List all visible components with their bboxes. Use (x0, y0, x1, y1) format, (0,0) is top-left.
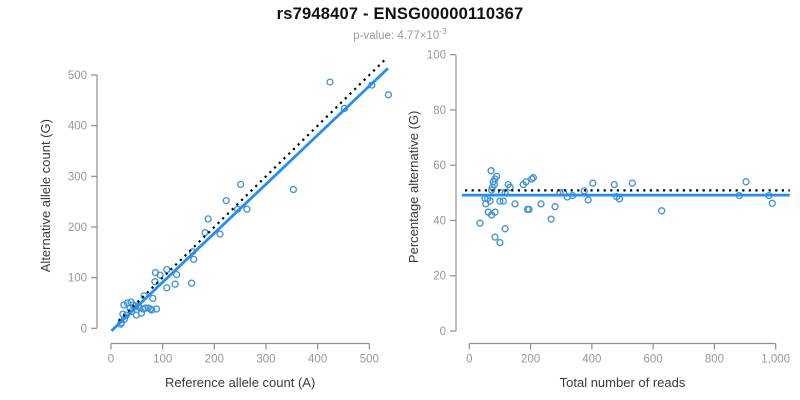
data-point (491, 233, 499, 241)
data-point (171, 280, 179, 288)
y-tick-label: 20 (433, 271, 446, 283)
y-axis-title: Alternative allele count (G) (38, 119, 53, 272)
data-point (141, 304, 150, 312)
data-point (476, 219, 484, 227)
regression-fit-line (110, 67, 389, 332)
data-point (525, 205, 533, 214)
data-point (528, 175, 536, 183)
data-point (496, 197, 504, 205)
x-tick-label: 0 (466, 354, 472, 366)
x-tick-label: 800 (705, 354, 724, 366)
x-axis-title: Reference allele count (A) (165, 375, 315, 390)
data-point (201, 228, 209, 237)
y-tick-label: 40 (433, 215, 446, 227)
y-tick-label: 0 (81, 323, 87, 335)
data-point (187, 279, 196, 287)
identity-dotted-line (117, 57, 388, 322)
y-tick-label: 100 (68, 273, 87, 285)
data-point (547, 215, 555, 223)
data-point (163, 284, 171, 292)
y-tick-label: 0 (440, 326, 446, 338)
data-point (487, 167, 495, 175)
data-point (551, 203, 559, 211)
data-point (499, 197, 507, 205)
y-axis-title: Percentage alternative (G) (406, 111, 421, 263)
data-point (120, 301, 128, 309)
data-point (151, 278, 159, 286)
x-tick-label: 200 (205, 354, 224, 366)
figure-subtitle: p-value: 4.77×10-3 (0, 26, 800, 42)
data-point (501, 225, 509, 233)
x-tick-label: 1,000 (761, 354, 790, 366)
pvalue-label: p-value: 4.77×10 (353, 29, 440, 42)
data-point (326, 78, 334, 86)
data-point (148, 306, 156, 314)
data-point (658, 207, 666, 215)
y-tick-label: 80 (433, 105, 446, 117)
data-point (222, 196, 230, 205)
data-point (584, 196, 592, 204)
data-point (742, 178, 750, 186)
data-point (628, 179, 636, 187)
data-point (522, 178, 530, 186)
x-tick-label: 300 (256, 354, 275, 366)
x-tick-label: 0 (108, 354, 114, 366)
data-point (496, 238, 504, 247)
data-point (486, 197, 494, 205)
y-tick-label: 60 (433, 160, 446, 172)
x-tick-label: 100 (153, 354, 172, 366)
data-point (537, 200, 545, 208)
x-tick-label: 400 (582, 354, 601, 366)
x-tick-label: 600 (644, 354, 663, 366)
y-tick-label: 400 (68, 121, 87, 133)
data-point (172, 270, 181, 279)
panel-left: 0 100 200 300 400 500 0 100 200 300 400 500 Referenc… (38, 57, 393, 390)
y-tick-label: 300 (68, 171, 87, 183)
panel-right: 0 20 40 60 80 100 0 200 400 600 800 1,000 Total numb… (406, 50, 790, 390)
data-point (204, 215, 212, 223)
data-point (511, 200, 519, 208)
x-tick-label: 200 (521, 354, 540, 366)
data-point (491, 208, 499, 216)
data-point (149, 294, 157, 303)
data-point (137, 309, 146, 317)
y-tick-label: 200 (68, 222, 87, 234)
figure-title: rs7948407 - ENSG00000110367 (276, 5, 524, 23)
x-axis-title: Total number of reads (560, 375, 686, 390)
x-tick-label: 400 (308, 354, 327, 366)
y-tick-label: 500 (68, 70, 87, 82)
data-point (190, 255, 198, 264)
data-point (488, 186, 496, 194)
data-point (610, 180, 618, 189)
data-point (289, 185, 298, 194)
data-point (237, 180, 245, 189)
pvalue-exponent: -3 (439, 26, 447, 36)
data-point (384, 91, 393, 99)
data-point (243, 205, 251, 213)
data-point (589, 179, 597, 187)
data-point (492, 172, 501, 180)
data-point (156, 271, 164, 279)
data-point (768, 199, 776, 207)
x-tick-label: 500 (360, 354, 379, 366)
y-tick-label: 100 (427, 50, 446, 62)
data-point (163, 265, 171, 274)
data-point (216, 230, 224, 238)
data-point (152, 305, 161, 313)
data-point (529, 174, 537, 182)
data-point (506, 183, 514, 191)
